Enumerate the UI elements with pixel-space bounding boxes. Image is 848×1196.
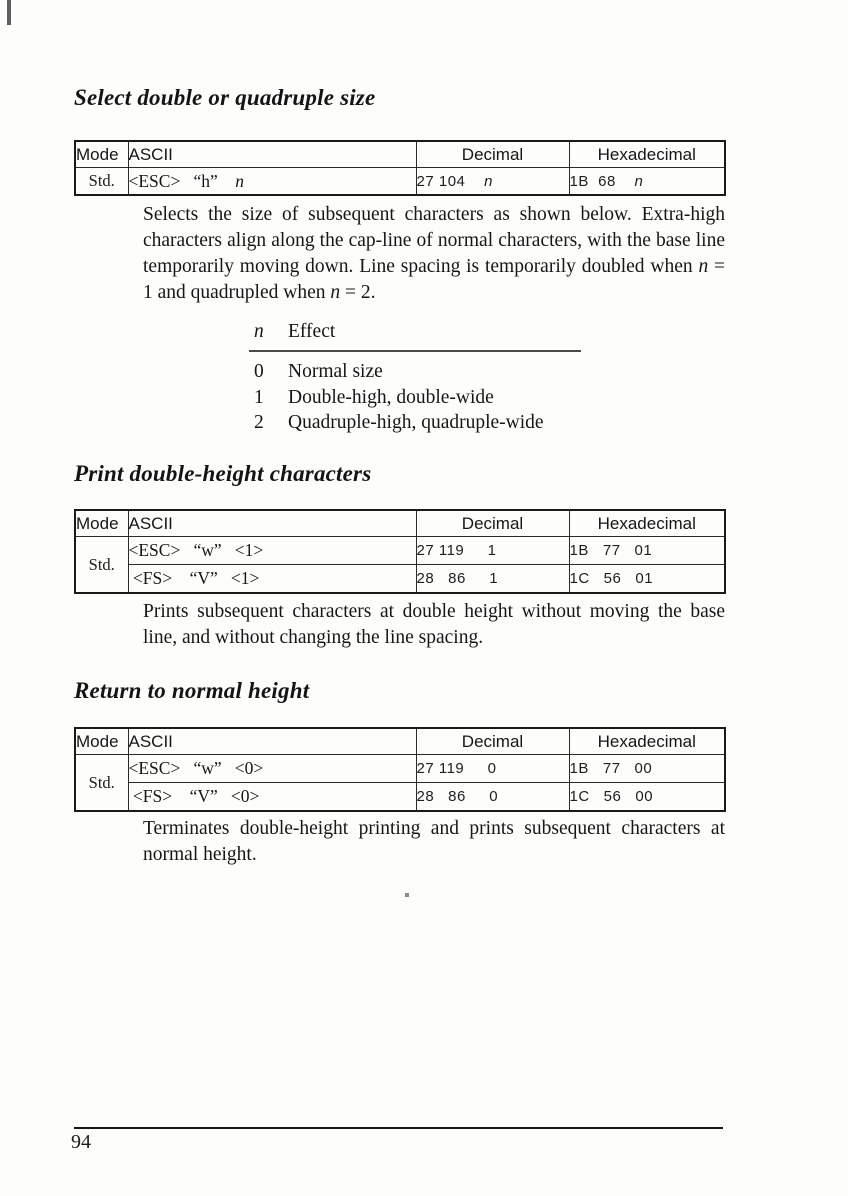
table-header-row: Mode ASCII Decimal Hexadecimal bbox=[74, 727, 726, 755]
description-paragraph: Selects the size of subsequent character… bbox=[143, 204, 725, 303]
column-header-ascii: ASCII bbox=[127, 140, 417, 168]
column-header-hexadecimal: Hexadecimal bbox=[568, 509, 726, 537]
effect-n-value: 2 bbox=[254, 412, 264, 433]
decimal-cell: 27 104 n bbox=[415, 167, 570, 196]
ascii-cell: <FS> “V” <0> bbox=[127, 782, 417, 812]
hex-cell: 1C 56 01 bbox=[568, 564, 726, 594]
effect-table-header: n Effect bbox=[249, 321, 581, 352]
description-paragraph: Prints subsequent characters at double h… bbox=[143, 601, 725, 648]
column-header-mode: Mode bbox=[74, 509, 129, 537]
effect-col-effect: Effect bbox=[288, 321, 336, 342]
ascii-cell: <ESC> “h” n bbox=[127, 167, 417, 196]
effect-row: 1 Double-high, double-wide bbox=[249, 385, 581, 411]
ascii-cell: <FS> “V” <1> bbox=[127, 564, 417, 594]
column-header-ascii: ASCII bbox=[127, 727, 417, 755]
effect-description: Quadruple-high, quadruple-wide bbox=[288, 412, 544, 433]
column-header-hexadecimal: Hexadecimal bbox=[568, 140, 726, 168]
effect-n-value: 1 bbox=[254, 386, 264, 408]
hex-cell: 1B 77 01 bbox=[568, 536, 726, 565]
mode-cell: Std. bbox=[74, 754, 129, 812]
table-row: Std. <ESC> “h” n 27 104 n 1B 68 n bbox=[74, 167, 726, 196]
column-header-mode: Mode bbox=[74, 727, 129, 755]
scan-artifact-bar bbox=[7, 0, 11, 25]
section-heading-normal-height: Return to normal height bbox=[74, 678, 310, 703]
ascii-cell: <ESC> “w” <0> bbox=[127, 754, 417, 783]
description-paragraph: Terminates double-height printing and pr… bbox=[143, 818, 725, 865]
decimal-cell: 27 119 1 bbox=[415, 536, 570, 565]
hex-cell: 1C 56 00 bbox=[568, 782, 726, 812]
table-header-row: Mode ASCII Decimal Hexadecimal bbox=[74, 509, 726, 537]
effect-col-n: n bbox=[254, 321, 264, 342]
hex-cell: 1B 77 00 bbox=[568, 754, 726, 783]
mode-cell: Std. bbox=[74, 536, 129, 594]
table-header-row: Mode ASCII Decimal Hexadecimal bbox=[74, 140, 726, 168]
column-header-decimal: Decimal bbox=[415, 509, 570, 537]
decimal-cell: 28 86 0 bbox=[415, 782, 570, 812]
footer-rule bbox=[74, 1127, 723, 1129]
table-row: <FS> “V” <0> 28 86 0 1C 56 00 bbox=[75, 782, 726, 812]
effect-row: 0 Normal size bbox=[249, 359, 581, 385]
effect-n-value: 0 bbox=[254, 361, 264, 382]
column-header-decimal: Decimal bbox=[415, 727, 570, 755]
column-header-hexadecimal: Hexadecimal bbox=[568, 727, 726, 755]
decimal-cell: 28 86 1 bbox=[415, 564, 570, 594]
command-table-normal-height: Mode ASCII Decimal Hexadecimal Std. <ESC… bbox=[74, 727, 726, 812]
effect-description: Double-high, double-wide bbox=[288, 386, 494, 408]
table-row: <FS> “V” <1> 28 86 1 1C 56 01 bbox=[75, 564, 726, 594]
command-table-double-height: Mode ASCII Decimal Hexadecimal Std. <ESC… bbox=[74, 509, 726, 594]
table-row: Std. <ESC> “w” <0> 27 119 0 1B 77 00 bbox=[74, 754, 726, 812]
column-header-decimal: Decimal bbox=[415, 140, 570, 168]
effect-description: Normal size bbox=[288, 361, 383, 382]
effect-table-rows: 0 Normal size 1 Double-high, double-wide… bbox=[249, 352, 581, 436]
table-row: Std. <ESC> “w” <1> 27 119 1 1B 77 01 bbox=[74, 536, 726, 594]
ascii-cell: <ESC> “w” <1> bbox=[127, 536, 417, 565]
effect-table: n Effect 0 Normal size 1 Double-high, do… bbox=[249, 321, 581, 436]
scan-artifact-dot bbox=[405, 893, 409, 897]
mode-cell: Std. bbox=[74, 167, 129, 196]
decimal-cell: 27 119 0 bbox=[415, 754, 570, 783]
column-header-ascii: ASCII bbox=[127, 509, 417, 537]
page-number: 94 bbox=[71, 1131, 91, 1153]
hex-cell: 1B 68 n bbox=[568, 167, 726, 196]
effect-row: 2 Quadruple-high, quadruple-wide bbox=[249, 410, 581, 436]
command-table-select-size: Mode ASCII Decimal Hexadecimal Std. <ESC… bbox=[74, 140, 726, 196]
section-heading-double-height: Print double-height characters bbox=[74, 461, 372, 486]
section-heading-select-size: Select double or quadruple size bbox=[74, 85, 376, 110]
column-header-mode: Mode bbox=[74, 140, 129, 168]
